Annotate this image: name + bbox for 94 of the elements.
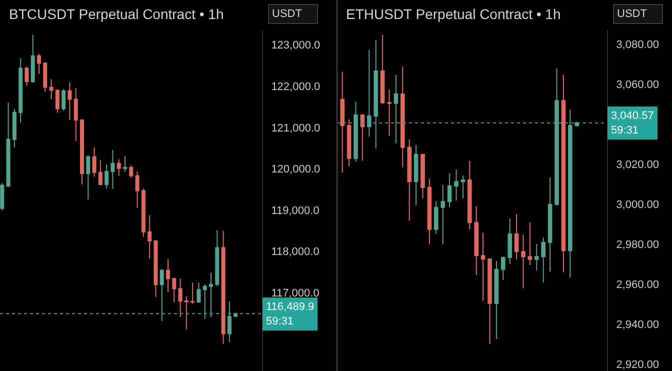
candlestick: [380, 34, 385, 104]
y-tick-label: 2,960.00: [616, 278, 660, 291]
candlestick: [196, 282, 201, 304]
chart-title: ETHUSDT Perpetual Contract • 1h: [346, 6, 561, 22]
candlestick: [387, 88, 392, 136]
candlestick: [521, 234, 526, 289]
candlestick: [178, 278, 182, 318]
candlestick: [154, 240, 158, 298]
text: USDT: [617, 8, 659, 20]
candlestick: [474, 206, 478, 276]
y-tick-label: 120,000.0: [271, 164, 320, 176]
candlestick: [98, 160, 102, 186]
candlestick: [86, 154, 90, 200]
y-tick-label: 2,940.00: [616, 318, 660, 331]
y-tick-label: 119,000.0: [271, 204, 320, 217]
candlestick: [30, 34, 35, 84]
candlestick: [561, 74, 566, 273]
candlestick: [374, 40, 378, 149]
candlestick: [394, 74, 398, 144]
candlestick: [548, 176, 552, 272]
candlestick: [74, 88, 78, 142]
candlestick: [62, 88, 66, 112]
candlestick: [227, 300, 232, 343]
text: USDT: [272, 8, 314, 20]
candlestick: [528, 222, 532, 266]
candlestick: [104, 164, 109, 189]
ref-line-label: 3,040.57 59:31: [611, 110, 654, 136]
candlestick: [400, 66, 405, 168]
ref-line-label: 116,489.9 59:31: [266, 301, 314, 328]
candlestick: [460, 175, 466, 199]
candlestick: [80, 118, 84, 185]
candlestick: [135, 170, 140, 208]
candlestick: [123, 156, 128, 172]
candlestick: [6, 102, 10, 188]
candlestick: [514, 214, 519, 260]
candlestick: [141, 188, 146, 238]
candlestick: [184, 296, 188, 330]
candlestick: [541, 236, 546, 284]
candlestick: [468, 160, 472, 230]
candlestick: [215, 230, 220, 286]
candlestick: [508, 218, 512, 264]
y-tick-label: 3,020.00: [616, 158, 660, 171]
candlestick: [554, 68, 559, 206]
candlestick: [494, 260, 499, 340]
candlestick: [501, 256, 506, 280]
candlestick: [110, 150, 115, 190]
candlestick: [190, 282, 195, 304]
y-tick-label: 2,980.00: [616, 238, 660, 251]
candlestick: [340, 71, 344, 174]
candlestick: [209, 272, 214, 318]
candlestick: [55, 88, 60, 114]
candlestick: [568, 108, 572, 278]
y-tick-label: 121,000.0: [271, 122, 320, 134]
candlestick: [427, 178, 432, 245]
candlestick: [221, 230, 226, 344]
candlestick: [346, 118, 352, 166]
candlestick: [454, 168, 458, 202]
y-tick-label: 3,000.00: [616, 198, 660, 211]
y-tick-label: 3,060.00: [616, 78, 660, 91]
candlestick: [37, 53, 42, 74]
candlestick: [534, 244, 539, 272]
y-tick-label: 118,000.0: [271, 246, 320, 258]
candlestick: [420, 154, 425, 199]
candlestick: [480, 232, 486, 302]
candlestick: [43, 62, 48, 92]
candlestick: [172, 277, 176, 303]
candlestick: [447, 172, 452, 208]
candlestick: [160, 268, 164, 322]
y-tick-label: 3,080.00: [616, 38, 660, 51]
y-tick-label: 122,000.0: [271, 81, 320, 93]
candlestick: [354, 101, 358, 162]
candlestick: [367, 50, 372, 138]
y-tick-label: 123,000.0: [271, 40, 320, 52]
candlestick: [440, 184, 445, 245]
candlestick: [0, 182, 4, 211]
candlestick: [24, 66, 29, 86]
candlestick: [116, 158, 121, 176]
chart-title: BTCUSDT Perpetual Contract • 1h: [9, 6, 224, 22]
candlestick: [407, 138, 412, 222]
candlestick: [92, 146, 96, 178]
candlestick: [68, 82, 72, 120]
y-tick-label: 117,000.0: [271, 287, 320, 300]
candlestick: [166, 258, 170, 293]
candlestick: [360, 114, 365, 162]
candlestick: [148, 214, 152, 260]
y-tick-label: 2,920.00: [616, 358, 660, 371]
candlestick: [434, 200, 438, 234]
candlestick: [488, 258, 492, 344]
candlestick: [414, 144, 418, 206]
candlestick: [49, 78, 54, 100]
candlestick: [202, 284, 207, 320]
candlestick: [12, 108, 16, 148]
candlestick: [18, 58, 23, 124]
candlestick: [129, 164, 134, 178]
